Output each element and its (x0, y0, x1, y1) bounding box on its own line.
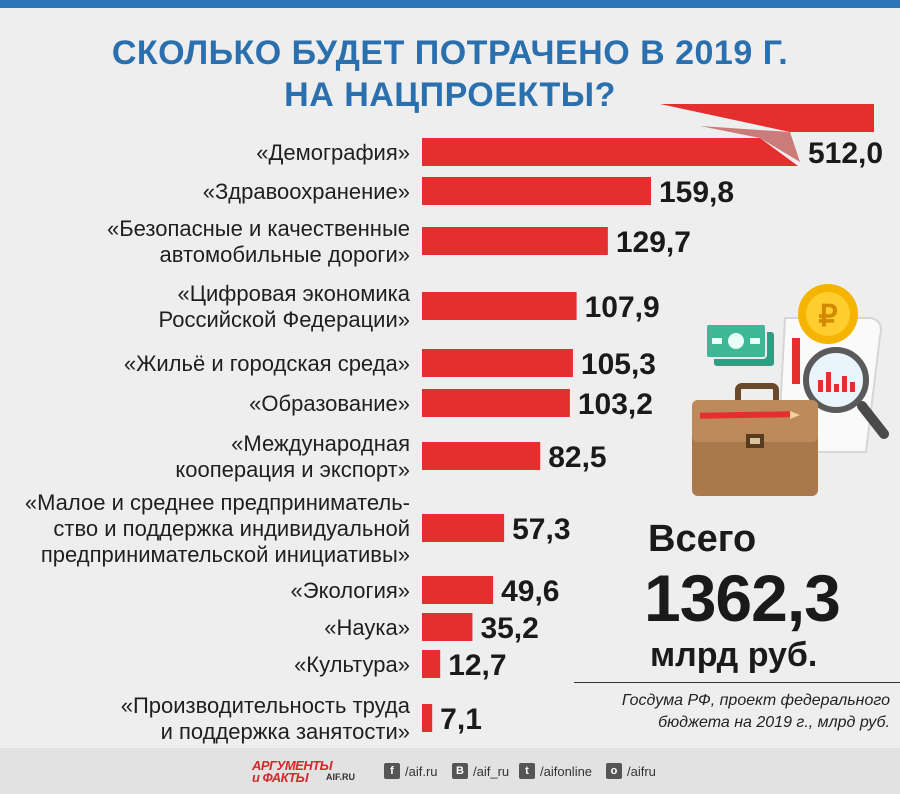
value-label: 129,7 (616, 226, 691, 259)
aif-logo[interactable]: АРГУМЕНТЫ и ФАКТЫ AIF.RU (252, 758, 355, 786)
value-label: 107,9 (585, 291, 660, 324)
category-label: «Экология» (291, 578, 410, 603)
bar-chart: 512,0 «Демография» 159,8 «Здравоохранение» 1… (25, 104, 883, 744)
facebook-icon: f (384, 763, 400, 779)
category-label: «Безопасные и качественные (107, 216, 410, 241)
category-label: ство и поддержка индивидуальной (53, 516, 410, 541)
social-twitter[interactable]: t /aifonline (519, 762, 592, 780)
title-line-1: СКОЛЬКО БУДЕТ ПОТРАЧЕНО В 2019 Г. (111, 34, 789, 72)
category-label: «Наука» (324, 615, 410, 640)
logo-line-2: и ФАКТЫ (252, 770, 309, 785)
value-label: 57,3 (512, 513, 570, 546)
title-line-2: НА НАЦПРОЕКТЫ? (284, 76, 616, 114)
category-label: «Образование» (249, 391, 410, 416)
category-label: кооперация и экспорт» (175, 457, 410, 482)
social-label: /aifru (627, 763, 656, 779)
social-label: /aif.ru (405, 763, 438, 779)
value-label: 7,1 (440, 703, 482, 736)
social-label: /aifonline (540, 763, 593, 779)
category-label: «Производительность труда (121, 693, 411, 718)
category-label: Российской Федерации» (159, 307, 410, 332)
source-line-1: Госдума РФ, проект федерального (621, 692, 890, 709)
pencil-icon (699, 411, 800, 419)
bar (422, 349, 573, 377)
vk-icon: В (452, 763, 468, 779)
logo-site: AIF.RU (326, 772, 355, 782)
bar (422, 704, 433, 732)
value-label: 49,6 (501, 575, 559, 608)
page-title: СКОЛЬКО БУДЕТ ПОТРАЧЕНО В 2019 Г. НА НАЦ… (0, 32, 900, 116)
source-line-2: бюджета на 2019 г., млрд руб. (658, 714, 890, 731)
magnifier-icon (803, 347, 889, 439)
value-label: 12,7 (448, 649, 506, 682)
total-unit: млрд руб. (650, 636, 818, 674)
footer: АРГУМЕНТЫ и ФАКТЫ AIF.RU f /aif.ru В /ai… (0, 748, 900, 794)
value-label: 35,2 (480, 612, 538, 645)
bar (422, 177, 651, 205)
bar (422, 613, 473, 641)
value-label: 159,8 (659, 176, 734, 209)
total-value: 1362,3 (644, 561, 841, 635)
odnoklassniki-icon: о (606, 763, 622, 779)
value-label: 105,3 (581, 348, 656, 381)
category-label: «Здравоохранение» (203, 179, 410, 204)
social-odnoklassniki[interactable]: о /aifru (606, 762, 656, 780)
social-facebook[interactable]: f /aif.ru (384, 762, 438, 780)
category-label: предпринимательской инициативы» (41, 542, 410, 567)
logo-text: АРГУМЕНТЫ и ФАКТЫ (252, 758, 333, 785)
value-label: 103,2 (578, 388, 653, 421)
briefcase-icon (692, 383, 818, 496)
bar (422, 442, 541, 470)
bar (422, 292, 577, 320)
category-label: «Цифровая экономика (177, 281, 410, 306)
social-label: /aif_ru (473, 763, 510, 779)
total-prefix: Всего (648, 518, 757, 560)
top-accent-bar (0, 0, 900, 8)
bar-fold-shadow (700, 126, 800, 162)
bar (422, 514, 505, 542)
category-label: «Демография» (256, 140, 410, 165)
bar (422, 576, 494, 604)
value-label: 512,0 (808, 137, 883, 170)
category-label: «Жильё и городская среда» (124, 351, 410, 376)
category-label: «Малое и среднее предприниматель- (25, 490, 410, 515)
budget-illustration: ₽ (692, 284, 889, 496)
ruble-coin-icon: ₽ (798, 284, 858, 344)
category-label: «Культура» (294, 652, 410, 677)
twitter-icon: t (519, 763, 535, 779)
bar (422, 227, 608, 255)
coin-symbol: ₽ (818, 300, 837, 333)
bar-segment-upper (660, 104, 874, 132)
value-label: 82,5 (548, 441, 606, 474)
category-label: автомобильные дороги» (160, 242, 410, 267)
source-divider (574, 682, 900, 683)
category-label: «Международная (231, 431, 410, 456)
category-label: и поддержка занятости» (161, 719, 410, 744)
logo-line-1: АРГУМЕНТЫ (252, 758, 333, 773)
banknotes-icon (705, 323, 774, 366)
bar-segment (422, 138, 798, 166)
bar (422, 389, 570, 417)
social-vk[interactable]: В /aif_ru (452, 762, 509, 780)
source-note: Госдума РФ, проект федерального бюджета … (574, 690, 890, 734)
bar (422, 650, 441, 678)
